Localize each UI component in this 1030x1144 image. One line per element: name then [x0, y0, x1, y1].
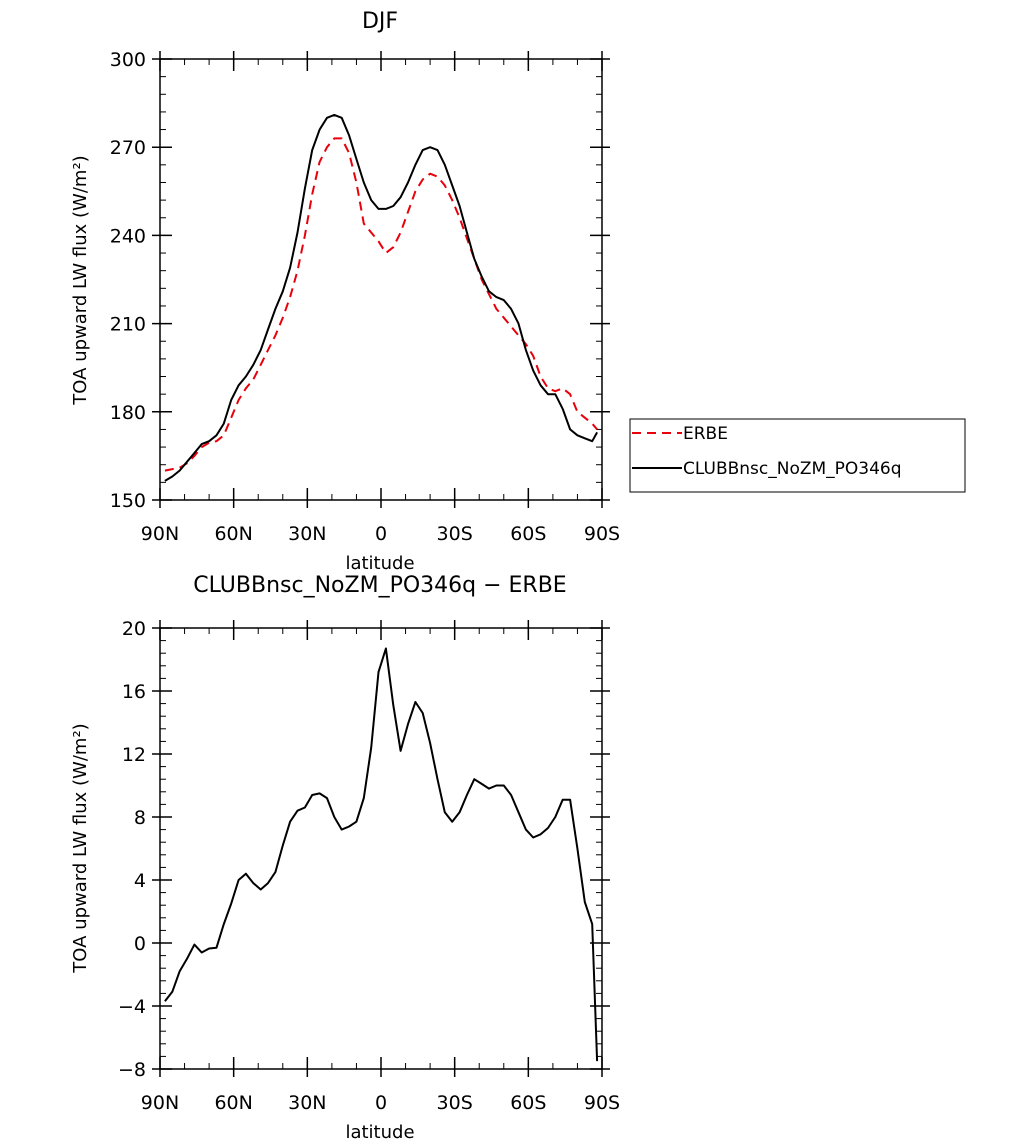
- top-y-tick-label: 150: [110, 490, 146, 512]
- bottom-x-tick-label: 0: [375, 1092, 387, 1114]
- top-chart-title: DJF: [362, 9, 398, 34]
- bottom-y-tick-label: 20: [122, 618, 146, 640]
- bottom-y-tick-label: −4: [118, 996, 146, 1018]
- top-y-tick-label: 180: [110, 402, 146, 424]
- top-series-line-erbe: [164, 137, 598, 472]
- bottom-x-tick-label: 90N: [141, 1092, 179, 1114]
- top-y-axis-label: TOA upward LW flux (W/m²): [70, 155, 91, 405]
- bottom-y-tick-label: 16: [122, 681, 146, 703]
- top-y-tick-label: 210: [110, 314, 146, 336]
- legend-label-clubb: CLUBBnsc_NoZM_PO346q: [683, 459, 902, 479]
- top-plot-area: 90N 60N 30N 0 30S 60S 90S 150 180 210 240 270 300: [110, 49, 620, 545]
- bottom-y-tick-label: 12: [122, 744, 146, 766]
- bottom-chart-title: CLUBBnsc_NoZM_PO346q − ERBE: [193, 573, 566, 598]
- bottom-plot-frame: [159, 627, 603, 1070]
- top-x-tick-label: 30N: [288, 523, 326, 545]
- legend-box: [629, 418, 966, 493]
- bottom-x-tick-label: 90S: [584, 1092, 620, 1114]
- bottom-y-tick-label: 4: [134, 870, 146, 892]
- bottom-y-axis-label: TOA upward LW flux (W/m²): [70, 723, 91, 973]
- top-x-tick-label: 90N: [141, 523, 179, 545]
- top-chart-panel: DJF 90N 60N 30N 0 30S 60S 90S 150 180 210 240 270 30…: [70, 9, 620, 574]
- bottom-plot-area: 90N 60N 30N 0 30S 60S 90S −8 −4 0 4 8 12 16 20: [118, 618, 620, 1114]
- bottom-x-axis-label: latitude: [345, 1122, 414, 1143]
- bottom-x-tick-label: 30N: [288, 1092, 326, 1114]
- bottom-chart-panel: CLUBBnsc_NoZM_PO346q − ERBE 90N 60N 30N 0 30…: [70, 573, 620, 1143]
- top-y-tick-label: 270: [110, 137, 146, 159]
- bottom-x-tick-label: 60S: [510, 1092, 546, 1114]
- bottom-series-line-0: [164, 647, 599, 1062]
- legend-label-erbe: ERBE: [683, 424, 728, 444]
- top-x-tick-label: 90S: [584, 523, 620, 545]
- top-x-axis-label: latitude: [345, 553, 414, 574]
- top-x-tick-label: 60S: [510, 523, 546, 545]
- top-plot-frame: [159, 58, 603, 501]
- legend: ERBE CLUBBnsc_NoZM_PO346q: [629, 418, 966, 493]
- top-y-tick-label: 300: [110, 49, 146, 71]
- bottom-x-tick-label: 30S: [437, 1092, 473, 1114]
- bottom-y-tick-label: 8: [134, 807, 146, 829]
- top-series-line-clubbnsc-nozm-po346q: [164, 113, 598, 482]
- bottom-y-tick-label: −8: [118, 1059, 146, 1081]
- bottom-y-tick-label: 0: [134, 933, 146, 955]
- top-y-tick-label: 240: [110, 225, 146, 247]
- top-x-tick-label: 0: [375, 523, 387, 545]
- top-x-tick-label: 60N: [214, 523, 252, 545]
- top-x-tick-label: 30S: [437, 523, 473, 545]
- bottom-x-tick-label: 60N: [214, 1092, 252, 1114]
